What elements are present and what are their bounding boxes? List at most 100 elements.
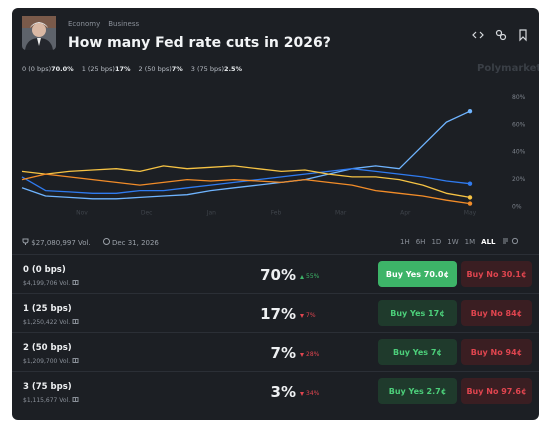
x-tick-label: Nov [76,210,88,217]
x-tick-label: Dec [141,210,153,217]
gift-glyph [72,358,79,363]
outcome-row: 0 (0 bps) $4,199,706 Vol. 70% 55% Buy Yes 7… [12,254,539,294]
buy-yes-button[interactable]: Buy Yes 17¢ [378,300,457,326]
total-volume: $27,080,997 Vol. [31,239,91,247]
change-value: 55% [306,273,320,280]
legend-name: 3 (75 bps) [190,65,225,73]
breadcrumb: Economy Business [68,20,147,28]
legend-name: 2 (50 bps) [138,65,172,73]
breadcrumb-item[interactable]: Business [108,20,140,28]
arrow-up [300,274,304,279]
gift-glyph [72,280,79,285]
chance: 7% [270,344,296,362]
arrow-down [300,391,304,396]
outcome-name: 0 (0 bps) [23,265,66,275]
settings-icon[interactable] [502,237,518,247]
outcome-volume: $1,115,677 Vol. [23,395,79,404]
outcome-name: 1 (25 bps) [23,304,72,314]
y-tick-label: 0% [512,204,522,211]
change: 7% [300,312,316,319]
range-button[interactable]: 1D [431,238,442,246]
buy-no-button[interactable]: Buy No 97.6¢ [461,378,532,404]
chart-settings[interactable] [502,237,518,245]
range-selector: 1H 6H 1D 1W 1M ALL [400,237,518,247]
outcome-volume: $1,250,422 Vol. [23,317,79,326]
market-card: Economy Business How many Fed rate cuts i… [12,8,539,420]
legend-item: 2 (50 bps)7% [139,65,183,73]
outcome-name: 3 (75 bps) [23,382,72,392]
x-tick-label: Feb [271,210,282,217]
gift-icon[interactable] [70,280,79,287]
range-button[interactable]: 1M [464,238,476,246]
gift-glyph [72,319,79,324]
buy-no-button[interactable]: Buy No 94¢ [461,339,532,365]
legend: 0 (0 bps)70.0% 1 (25 bps)17% 2 (50 bps)7% 3… [22,65,242,73]
clock-icon [102,238,110,245]
buy-yes-button[interactable]: Buy Yes 70.0¢ [378,261,457,287]
change-value: 34% [306,390,320,397]
outcome-row: 2 (50 bps) $1,209,700 Vol. 7% 28% Buy Yes 7… [12,332,539,372]
end-date-text: Dec 31, 2026 [111,239,159,247]
change-value: 7% [306,312,316,319]
series-line [21,173,471,205]
y-tick-label: 60% [512,121,526,128]
y-tick-label: 20% [512,176,526,183]
outcome-volume: $1,209,700 Vol. [23,356,79,365]
legend-item: 0 (0 bps)70.0% [22,65,74,73]
legend-item: 3 (75 bps)2.5% [191,65,242,73]
x-tick-label: Jan [206,210,216,217]
gift-icon[interactable] [70,358,79,365]
chance: 17% [260,305,296,323]
bookmark-icon[interactable] [519,29,527,42]
chance: 70% [260,266,296,284]
trophy-icon [22,238,29,245]
range-button[interactable]: 1W [447,238,459,246]
x-tick-label: Apr [400,210,411,217]
brand-watermark: Polymarket [477,63,539,74]
outcome-row: 3 (75 bps) $1,115,677 Vol. 3% 34% Buy Yes 2… [12,371,539,411]
series-line [21,168,471,194]
buy-no-button[interactable]: Buy No 84¢ [461,300,532,326]
outcome-volume: $4,199,706 Vol. [23,278,79,287]
change: 28% [300,351,319,358]
change-value: 28% [306,351,320,358]
y-tick-label: 80% [512,94,526,101]
series-end-dot [467,201,473,206]
gift-icon[interactable] [70,319,79,326]
outcome-name: 2 (50 bps) [23,343,72,353]
range-button[interactable]: 6H [415,238,426,246]
legend-item: 1 (25 bps)17% [82,65,131,73]
volume-text: $1,250,422 Vol. [23,319,71,326]
buy-yes-button[interactable]: Buy Yes 7¢ [378,339,457,365]
link-icon[interactable] [495,29,507,41]
range-button[interactable]: 1H [400,238,410,246]
volume-text: $1,209,700 Vol. [23,358,71,365]
arrow-down [300,313,304,318]
series-end-dot [467,181,473,186]
change: 34% [300,390,319,397]
breadcrumb-item[interactable]: Economy [68,20,101,28]
gift-glyph [72,397,79,402]
market-title: How many Fed rate cuts in 2026? [68,35,331,51]
embed-icon[interactable] [472,31,484,39]
price-chart: 0% 20% 40% 60% 80% Nov Dec Jan Feb Mar Apr May [21,94,526,217]
x-tick-label: Mar [335,210,347,217]
change: 55% [300,273,319,280]
series-end-dot [467,108,473,114]
volume: $27,080,997 Vol. [22,238,91,247]
x-tick-label: May [464,210,477,217]
legend-value: 7% [171,65,183,73]
legend-value: 17% [114,65,131,73]
buy-yes-button[interactable]: Buy Yes 2.7¢ [378,378,457,404]
volume-text: $1,115,677 Vol. [23,397,71,404]
avatar [22,16,56,50]
end-date: Dec 31, 2026 [102,238,159,247]
buy-no-button[interactable]: Buy No 30.1¢ [461,261,532,287]
arrow-down [300,352,304,357]
chance: 3% [270,383,296,401]
legend-value: 2.5% [224,65,243,73]
legend-value: 70.0% [51,65,74,73]
range-button[interactable]: ALL [481,238,496,246]
gift-icon[interactable] [70,397,79,404]
